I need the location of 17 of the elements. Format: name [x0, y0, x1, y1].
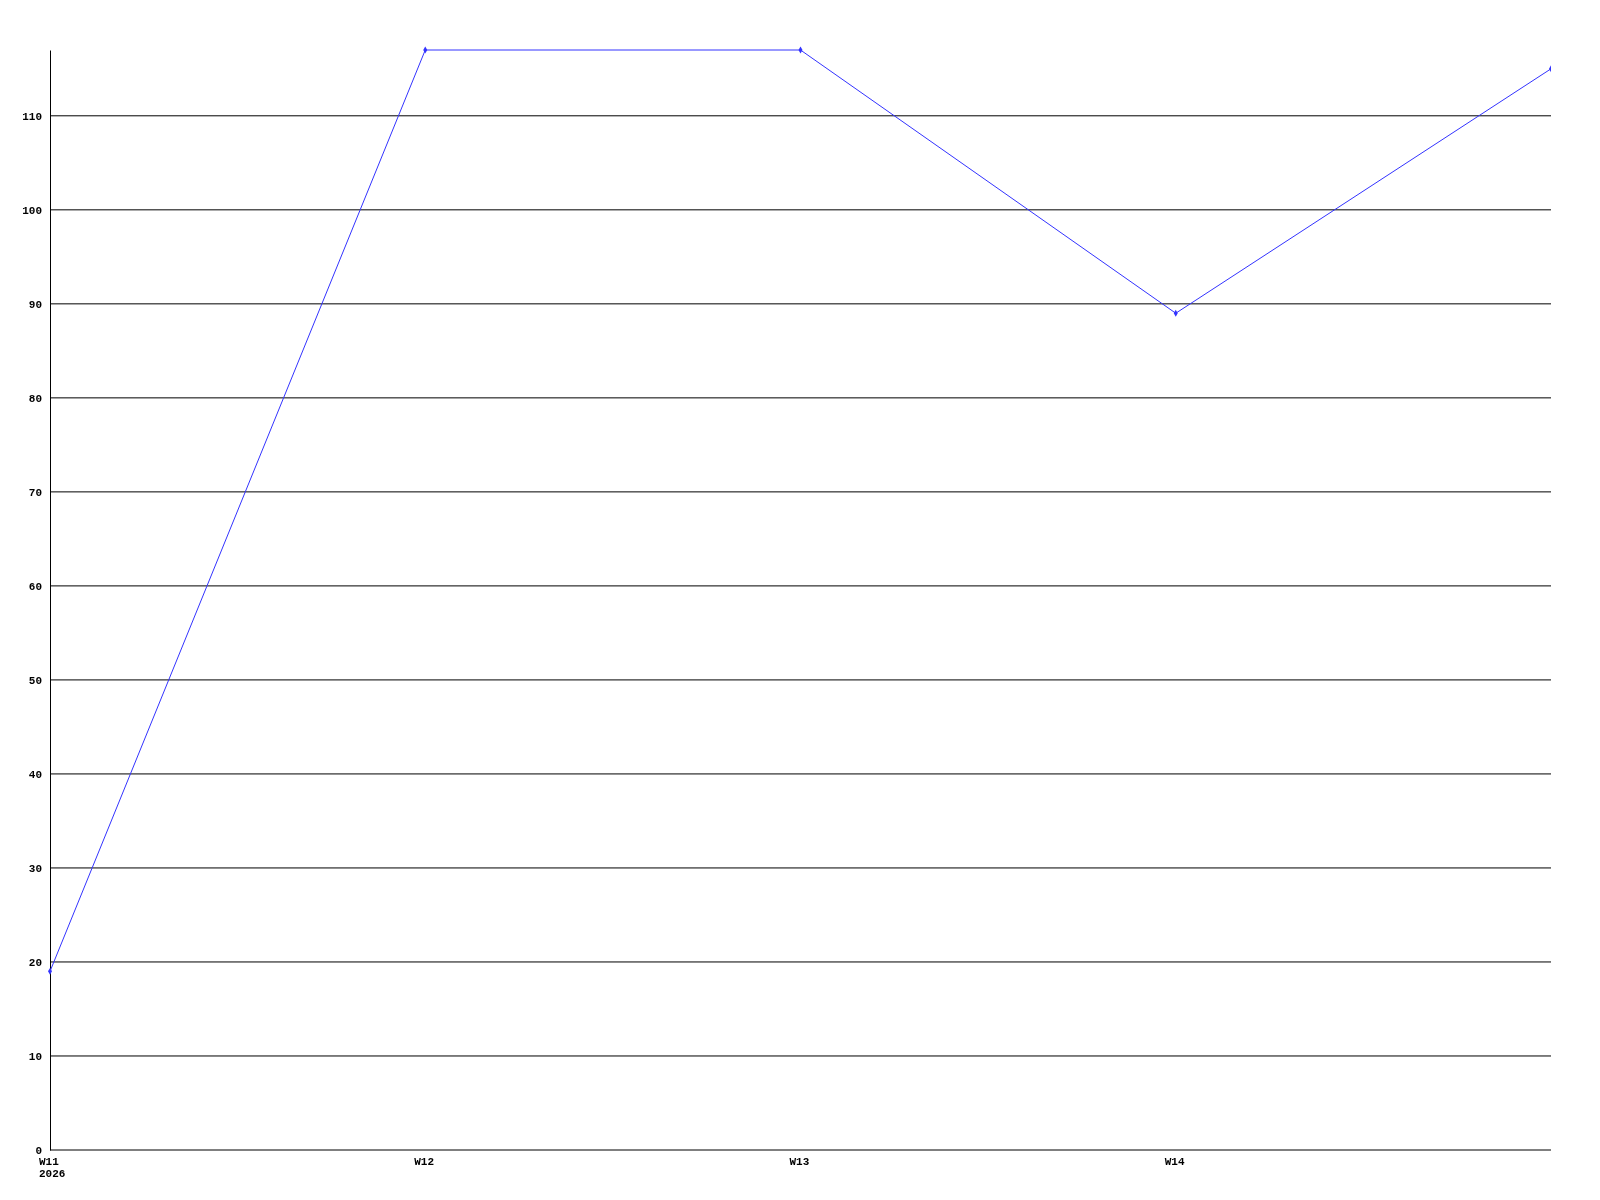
y-tick-label: 60: [28, 580, 42, 593]
y-tick-label: 40: [28, 768, 42, 781]
y-tick-label: 70: [28, 486, 42, 499]
x-tick-label: W12: [414, 1156, 435, 1168]
y-tick-label: 90: [28, 298, 42, 311]
x-tick-label: W14: [1164, 1156, 1185, 1168]
y-tick-label: 50: [28, 674, 42, 687]
y-tick-label: 0: [35, 1145, 42, 1158]
y-tick-label: 100: [22, 204, 42, 217]
x-tick-label: W13: [789, 1156, 810, 1168]
point: [47, 967, 53, 975]
x-tick-label: W11 2026: [39, 1156, 66, 1181]
y-tick-label: 20: [28, 956, 42, 969]
y-tick-label: 30: [28, 862, 42, 875]
y-tick-label: 10: [28, 1051, 42, 1063]
y-tick-label: 80: [28, 392, 42, 405]
y-tick-label: 110: [22, 110, 42, 123]
